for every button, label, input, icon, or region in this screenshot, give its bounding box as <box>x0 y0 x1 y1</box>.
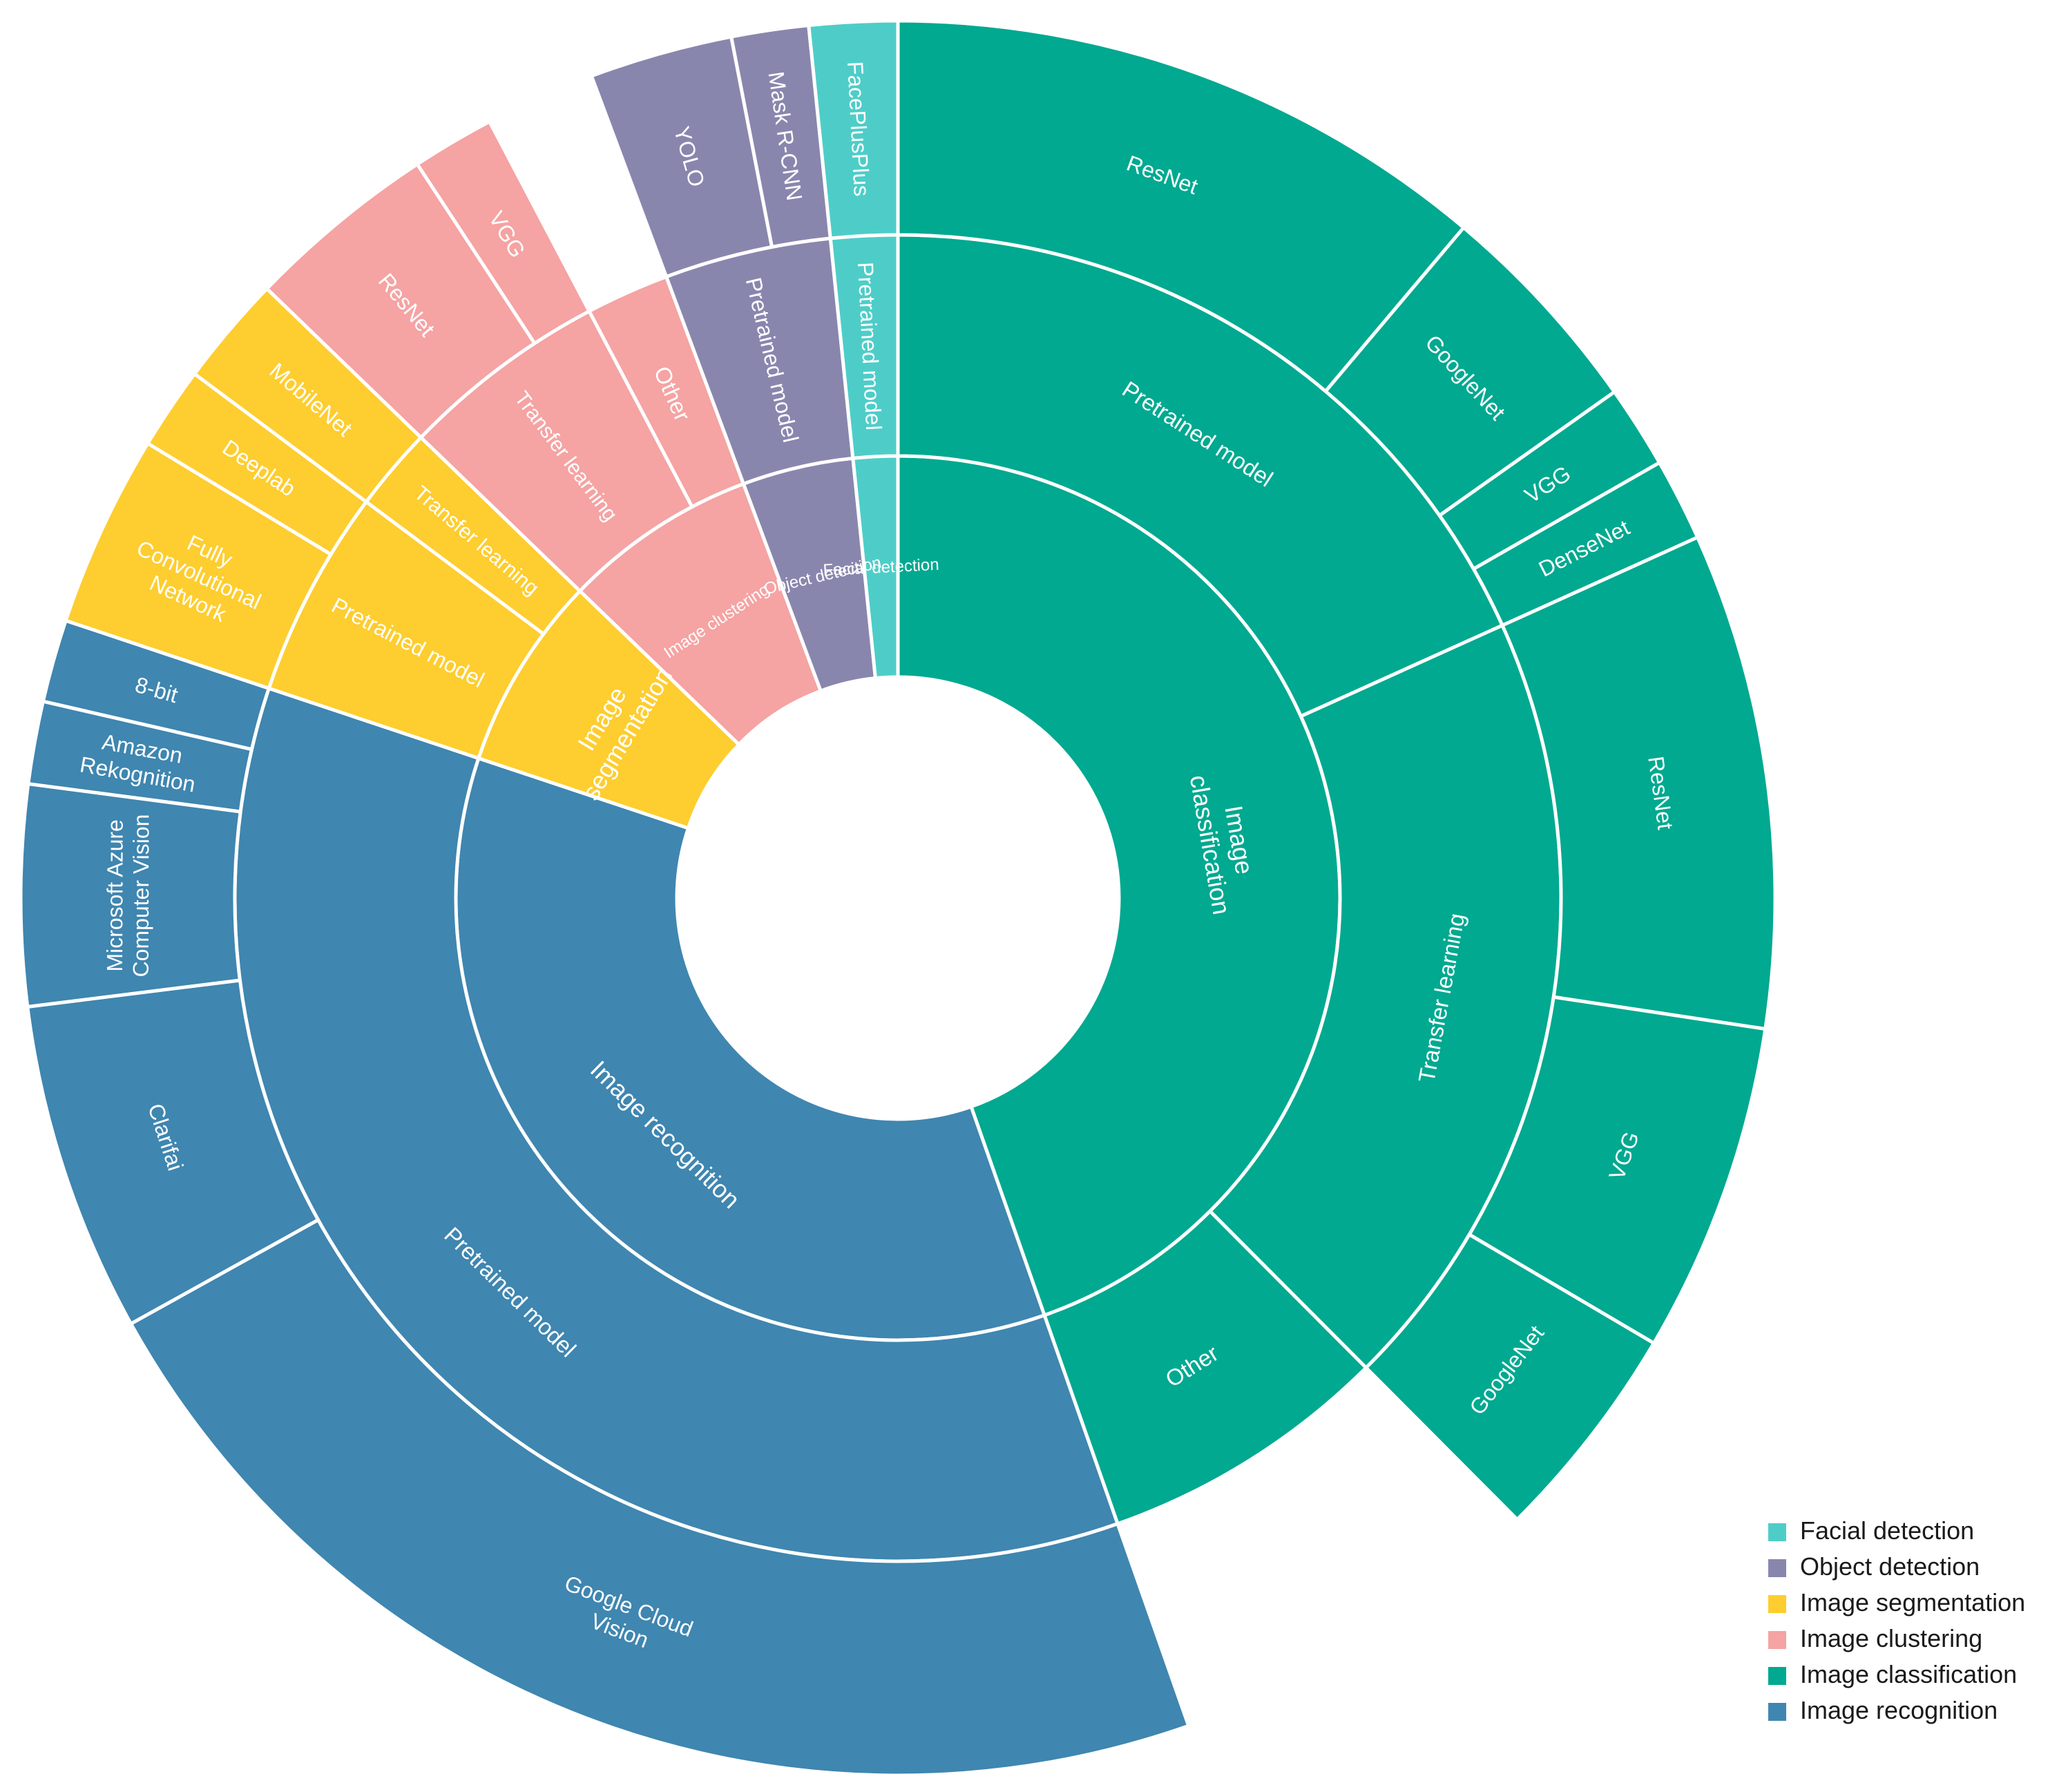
legend-swatch-image-recognition <box>1768 1703 1786 1721</box>
legend-swatch-object-detection <box>1768 1559 1786 1577</box>
legend-label-image-recognition: Image recognition <box>1800 1696 1998 1724</box>
legend-swatch-image-classification <box>1768 1667 1786 1685</box>
legend-label-image-clustering: Image clustering <box>1800 1624 1982 1652</box>
segment-image-clustering-transfer-learning-vgg <box>415 120 591 345</box>
legend: Facial detection Object detection Image se… <box>1768 1516 2025 1724</box>
legend-label-image-classification: Image classification <box>1800 1660 2017 1688</box>
legend-swatch-facial-detection <box>1768 1523 1786 1541</box>
segment-image-recognition-pretrained-model-google-cloud-vision <box>129 1218 1191 1777</box>
sunburst-segments <box>19 19 1777 1777</box>
segment-facial-detection-pretrained-model-faceplusplus <box>807 19 900 240</box>
legend-label-image-segmentation: Image segmentation <box>1800 1588 2025 1617</box>
legend-swatch-image-segmentation <box>1768 1595 1786 1613</box>
legend-label-facial-detection: Facial detection <box>1800 1516 1974 1545</box>
legend-swatch-image-clustering <box>1768 1631 1786 1649</box>
label-microsoft-azure-computer-vision: Microsoft AzureComputer Vision <box>102 814 154 977</box>
segment-image-classification-transfer-learning-googlenet <box>1364 1232 1656 1521</box>
legend-label-object-detection: Object detection <box>1800 1552 1980 1581</box>
